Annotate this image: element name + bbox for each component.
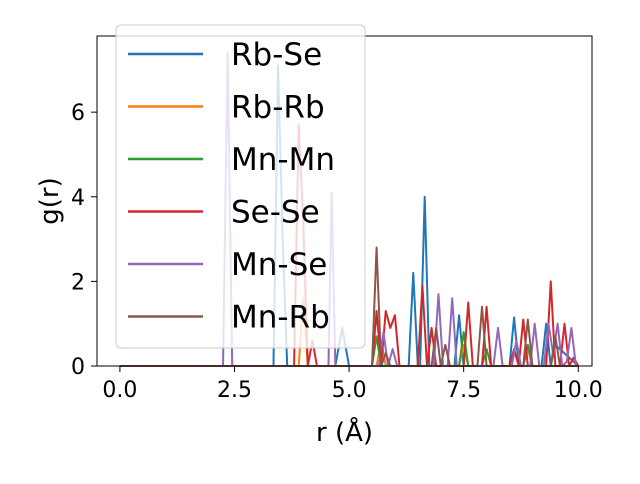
- legend-label: Rb-Se: [231, 37, 322, 73]
- y-axis-ticks: 0 2 4 6: [71, 101, 97, 380]
- legend-label: Rb-Rb: [231, 90, 325, 126]
- legend: Rb-Se Rb-Rb Mn-Mn Se-Se Mn-Se Mn-Rb: [115, 24, 366, 349]
- x-tick-label: 10.0: [554, 378, 603, 403]
- legend-label: Se-Se: [231, 195, 320, 231]
- x-tick-label: 5.0: [332, 378, 367, 403]
- x-tick-label: 2.5: [217, 378, 252, 403]
- y-tick-label: 2: [71, 270, 85, 295]
- y-tick-label: 4: [71, 186, 85, 211]
- x-tick-label: 0.0: [102, 378, 137, 403]
- y-axis-label: g(r): [35, 177, 65, 224]
- y-tick-label: 0: [71, 355, 85, 380]
- x-axis-label: r (Å): [316, 416, 373, 448]
- legend-label: Mn-Mn: [231, 142, 335, 178]
- x-tick-label: 7.5: [446, 378, 481, 403]
- x-axis-ticks: 0.0 2.5 5.0 7.5 10.0: [102, 366, 603, 403]
- legend-label: Mn-Rb: [231, 300, 330, 336]
- legend-label: Mn-Se: [231, 247, 327, 283]
- y-tick-label: 6: [71, 101, 85, 126]
